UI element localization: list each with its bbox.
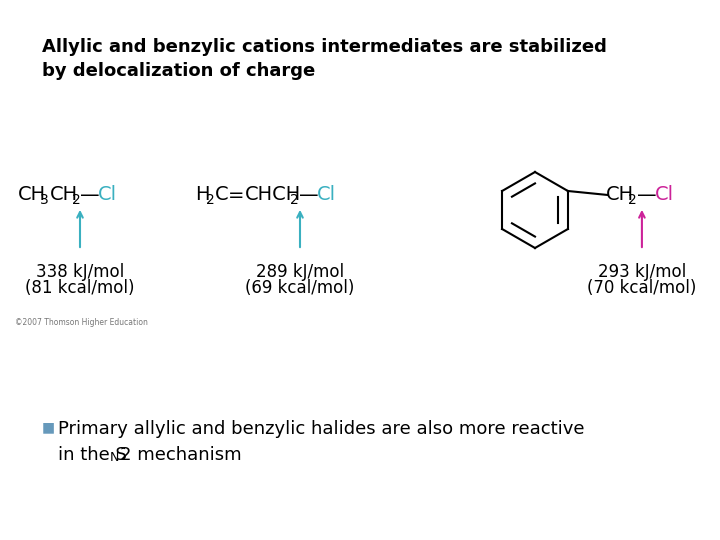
Text: H: H	[195, 186, 210, 205]
Text: 2: 2	[290, 193, 299, 207]
Text: Primary allylic and benzylic halides are also more reactive: Primary allylic and benzylic halides are…	[58, 420, 585, 438]
Text: CH: CH	[50, 186, 78, 205]
Text: N: N	[110, 451, 120, 464]
Text: —: —	[299, 186, 319, 205]
Text: Cl: Cl	[98, 186, 117, 205]
Text: CHCH: CHCH	[245, 186, 301, 205]
Text: CH: CH	[18, 186, 46, 205]
Text: 3: 3	[40, 193, 49, 207]
Text: Cl: Cl	[317, 186, 336, 205]
Text: in the S: in the S	[58, 446, 127, 464]
Text: ■: ■	[42, 420, 55, 434]
Text: (81 kcal/mol): (81 kcal/mol)	[25, 279, 135, 297]
Text: —: —	[637, 186, 657, 205]
Text: 293 kJ/mol: 293 kJ/mol	[598, 263, 686, 281]
Text: (69 kcal/mol): (69 kcal/mol)	[246, 279, 355, 297]
Text: Allylic and benzylic cations intermediates are stabilized: Allylic and benzylic cations intermediat…	[42, 38, 607, 56]
Text: by delocalization of charge: by delocalization of charge	[42, 62, 315, 80]
Text: (70 kcal/mol): (70 kcal/mol)	[588, 279, 696, 297]
Text: 2: 2	[72, 193, 81, 207]
Text: 2: 2	[628, 193, 636, 207]
Text: Cl: Cl	[655, 186, 674, 205]
Text: 2: 2	[206, 193, 215, 207]
Text: 289 kJ/mol: 289 kJ/mol	[256, 263, 344, 281]
Text: 338 kJ/mol: 338 kJ/mol	[36, 263, 124, 281]
Text: =: =	[228, 186, 245, 205]
Text: ©2007 Thomson Higher Education: ©2007 Thomson Higher Education	[15, 318, 148, 327]
Text: 2 mechanism: 2 mechanism	[120, 446, 242, 464]
Text: C: C	[215, 186, 229, 205]
Text: —: —	[80, 186, 99, 205]
Text: CH: CH	[606, 186, 634, 205]
